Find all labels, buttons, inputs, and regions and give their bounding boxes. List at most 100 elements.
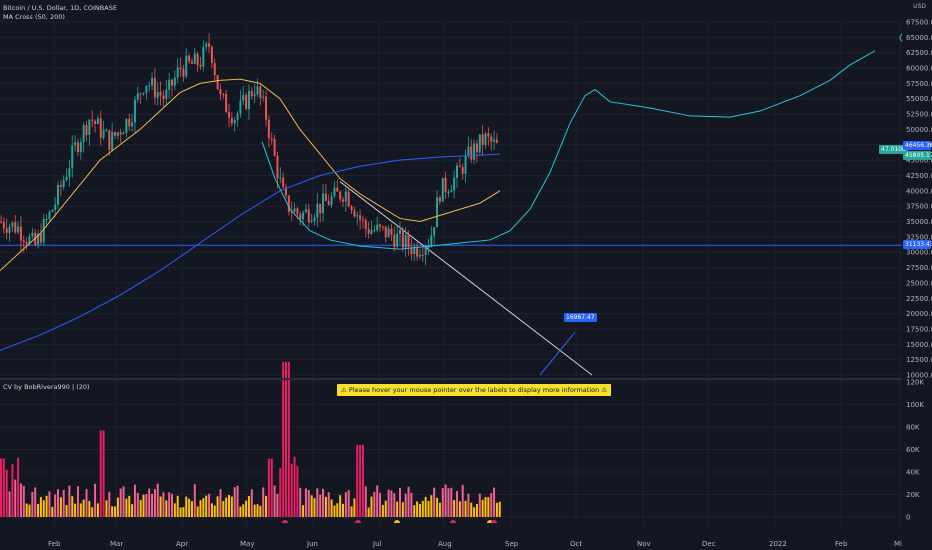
- time-tick-label: Aug: [438, 540, 452, 548]
- candle-body: [57, 185, 59, 205]
- price-tick-label: 25000.00: [906, 279, 932, 287]
- candle-body: [17, 226, 20, 233]
- candle-body: [296, 208, 299, 215]
- price-axis[interactable]: 67500.00 65000.00 62500.00 60000.00 57500.00…: [906, 19, 932, 380]
- candle-body: [208, 43, 211, 48]
- volume-axis[interactable]: 120K 100K 80K 60K 40K 20K 0: [906, 379, 924, 522]
- volume-bar: [324, 496, 327, 517]
- price-tick-label: 22500.00: [906, 295, 932, 303]
- volume-bar: [230, 496, 233, 517]
- candle-body: [153, 78, 156, 98]
- candle-body: [262, 96, 265, 98]
- volume-tick-label: 40K: [906, 469, 920, 477]
- hover-hint-banner[interactable]: ⚠ Please hover your mouse pointer over t…: [337, 384, 612, 396]
- moving-averages: [0, 78, 501, 351]
- candle-body: [410, 247, 413, 255]
- candle-body: [373, 230, 376, 232]
- candle-body: [330, 196, 333, 205]
- signal-marker: [450, 520, 456, 523]
- candle-body: [25, 242, 28, 244]
- ma-value-tag: 46456.36: [903, 141, 932, 150]
- time-tick-label: Dec: [702, 540, 716, 548]
- candle-body: [393, 234, 396, 247]
- candle-body: [467, 146, 470, 156]
- volume-bar: [188, 498, 191, 517]
- candle-body: [364, 220, 367, 229]
- hline-value-tag: 31133.43: [903, 240, 932, 249]
- trend-line[interactable]: [339, 181, 593, 376]
- volume-bar: [233, 487, 236, 517]
- ma-cross-legend[interactable]: MA Cross (50, 200): [3, 13, 65, 21]
- volume-bar: [470, 502, 473, 517]
- volume-bar: [168, 492, 171, 517]
- volume-bar: [424, 496, 427, 517]
- volume-bar: [344, 492, 347, 517]
- volume-bar: [74, 503, 77, 517]
- candle-body: [222, 94, 225, 96]
- candle-body: [176, 67, 179, 78]
- candle-body: [336, 187, 339, 192]
- volume-bar: [122, 486, 125, 517]
- volume-bar: [490, 493, 493, 517]
- volume-bar: [342, 503, 344, 517]
- volume-bar: [37, 503, 40, 517]
- candle-body: [111, 131, 114, 150]
- price-tick-label: 67500.00: [906, 19, 932, 27]
- volume-bar: [464, 500, 467, 517]
- volume-bar: [279, 468, 282, 517]
- candle-body: [79, 142, 82, 153]
- candle-body: [250, 90, 253, 97]
- candle-body: [37, 233, 40, 245]
- candle-body: [287, 195, 290, 212]
- candle-body: [74, 142, 77, 146]
- time-tick-label: Feb: [835, 540, 848, 548]
- volume-bar: [57, 489, 59, 517]
- volume-bar: [59, 497, 62, 517]
- volume-bar: [456, 491, 458, 517]
- projection-line: [261, 50, 876, 250]
- volume-bar: [210, 503, 213, 517]
- candle-body: [444, 177, 447, 193]
- candle-body: [76, 142, 79, 153]
- volume-bar: [473, 507, 476, 517]
- volume-bar: [91, 507, 94, 517]
- candle-body: [424, 248, 427, 256]
- volume-bar: [76, 486, 79, 517]
- volume-bar: [228, 494, 230, 517]
- candle-body: [247, 90, 250, 110]
- volume-bar: [71, 496, 74, 517]
- volume-bar: [447, 488, 450, 517]
- volume-bar: [484, 497, 487, 517]
- volume-bar: [202, 498, 205, 517]
- volume-bar: [176, 495, 179, 517]
- candle-body: [407, 234, 410, 248]
- candle-body: [82, 125, 85, 143]
- volume-bar: [34, 487, 37, 517]
- currency-label[interactable]: USD: [913, 3, 926, 10]
- time-axis[interactable]: Feb Mar Apr May Jun Jul Aug Sep Oct Nov Dec 2022 Feb…: [48, 540, 902, 548]
- candle-body: [179, 67, 182, 70]
- symbol-title[interactable]: Bitcoin / U.S. Dollar, 1D, COINBASE: [3, 4, 117, 12]
- volume-bar: [458, 501, 461, 517]
- candle-body: [381, 226, 384, 228]
- candle-body: [14, 222, 17, 233]
- volume-bar: [379, 492, 382, 517]
- time-tick-label: May: [240, 540, 254, 548]
- cv-indicator-legend[interactable]: CV by BobRivera990 | (20): [3, 383, 90, 391]
- candle-body: [495, 139, 498, 144]
- volume-bar: [245, 500, 248, 517]
- ma-value-tag-2: 45805.17: [903, 151, 932, 160]
- time-tick-label: Sep: [505, 540, 519, 548]
- target-price-label[interactable]: 16967.47: [564, 313, 597, 322]
- price-tick-label: 42500.00: [906, 172, 932, 180]
- candle-body: [105, 130, 108, 132]
- volume-bar: [5, 469, 8, 517]
- volume-bar: [219, 489, 222, 517]
- candle-body: [416, 246, 419, 257]
- candle-body: [370, 230, 373, 234]
- volume-bar: [165, 500, 168, 517]
- volume-bar: [259, 505, 262, 517]
- price-tick-label: 17500.00: [906, 325, 932, 333]
- candlestick-series: [0, 33, 498, 266]
